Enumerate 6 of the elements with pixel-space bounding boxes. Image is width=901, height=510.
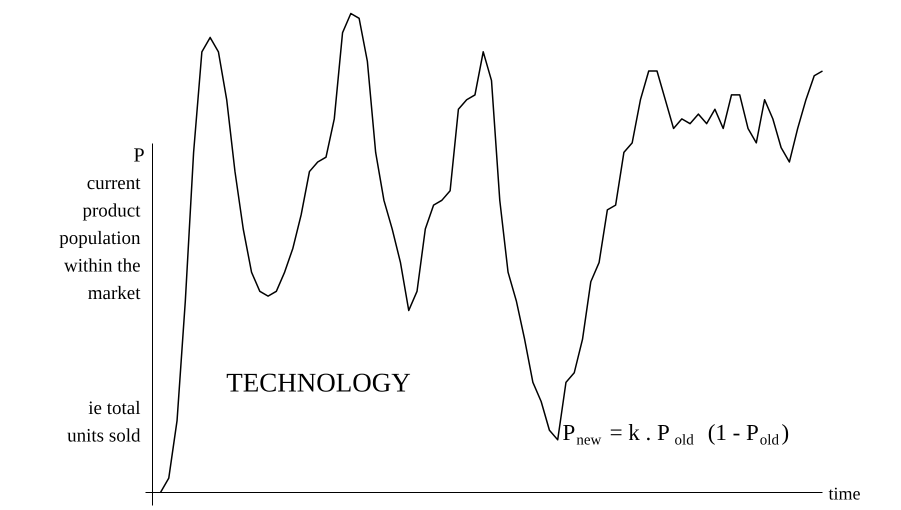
y-axis-title: P [562, 420, 576, 445]
x-axis-title: time [828, 484, 861, 504]
text: P [134, 144, 145, 166]
text: current product population within the market [59, 173, 142, 304]
annotation: TECHNOLOGY [226, 368, 411, 398]
text: ie total units sold [67, 398, 141, 446]
